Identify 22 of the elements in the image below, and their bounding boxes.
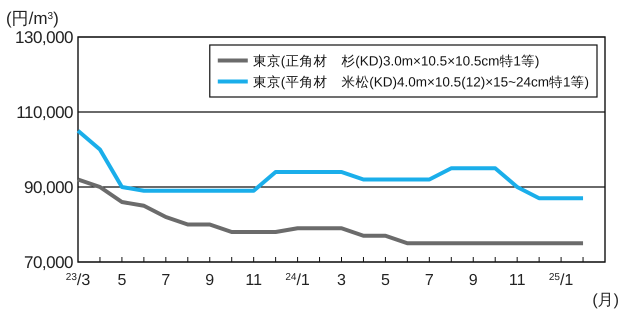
x-tick-label: 3: [337, 272, 346, 289]
x-tick-label: $^{23}$/3: [66, 272, 90, 289]
line-series: [76, 128, 586, 200]
x-tick-label: 11: [508, 272, 526, 289]
y-tick-label: 130,000: [15, 28, 74, 47]
line-series: [76, 178, 586, 246]
x-tick-label: 11: [245, 272, 262, 289]
x-tick-label: $^{24}$/1: [285, 272, 310, 289]
y-tick-label: 90,000: [24, 178, 74, 197]
y-tick-label: 70,000: [24, 253, 74, 272]
legend-label: 東京(正角材 杉(KD)3.0m×10.5×10.5cm特1等): [252, 54, 540, 68]
legend-label: 東京(平角材 米松(KD)4.0m×10.5(12)×15~24cm特1等): [252, 74, 589, 90]
y-axis-title: (円/m$^{3}$): [6, 9, 59, 28]
x-tick-label: 9: [468, 272, 478, 289]
x-tick-label: 9: [205, 272, 214, 289]
x-tick-label: 7: [161, 272, 170, 289]
x-axis-title: (月): [592, 292, 619, 309]
y-tick-label: 110,000: [16, 103, 74, 122]
x-tick-label: 7: [424, 272, 434, 289]
x-tick-label: 5: [380, 272, 390, 289]
x-tick-label: 5: [117, 272, 126, 289]
x-tick-label: $^{25}$/1: [548, 272, 574, 289]
